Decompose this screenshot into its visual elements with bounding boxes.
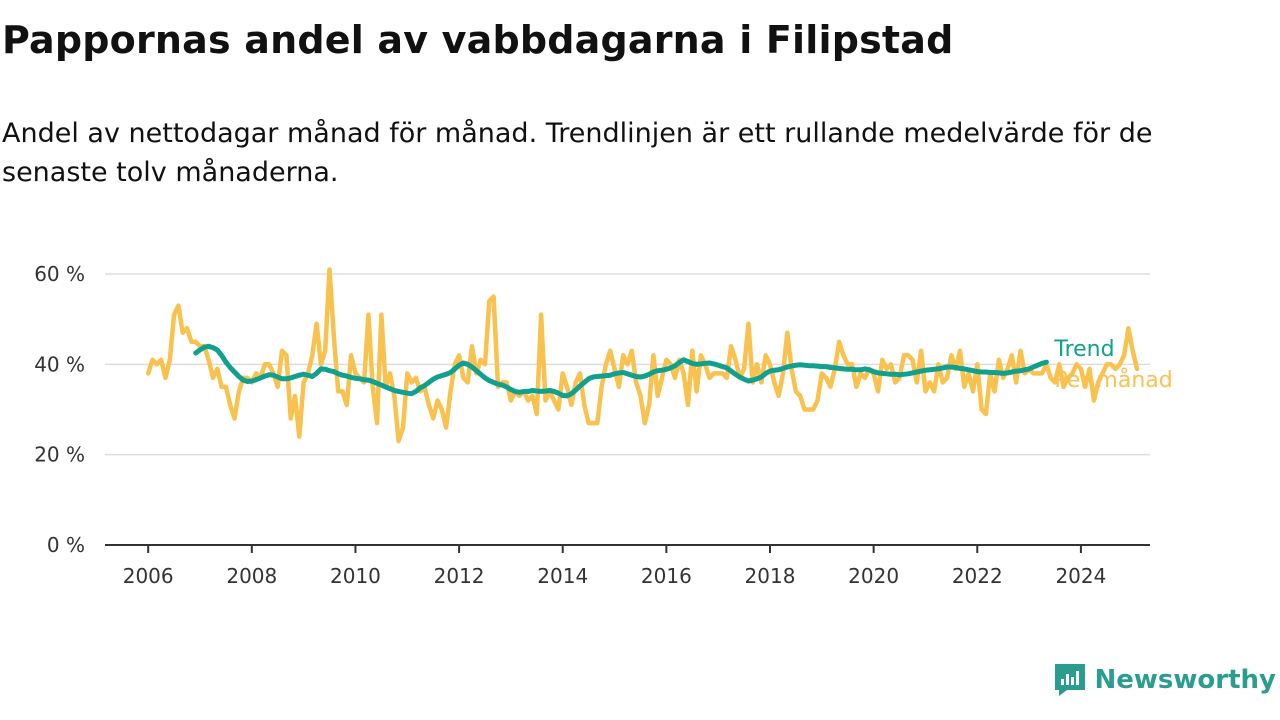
x-tick-label: 2016 — [641, 564, 692, 588]
x-tick-label: 2020 — [848, 564, 899, 588]
newsworthy-logo-icon — [1054, 664, 1085, 696]
y-tick-label: 20 % — [34, 443, 85, 467]
x-tick-label: 2022 — [952, 564, 1003, 588]
chart-title: Pappornas andel av vabbdagarna i Filipst… — [2, 18, 954, 62]
legend-trend: Trend — [1053, 337, 1114, 362]
x-tick-label: 2006 — [123, 564, 174, 588]
x-tick-label: 2018 — [745, 564, 796, 588]
x-tick-label: 2024 — [1055, 564, 1106, 588]
series-trend-line — [193, 343, 1049, 399]
brand-name: Newsworthy — [1094, 665, 1276, 695]
y-tick-label: 60 % — [34, 262, 85, 286]
x-tick-label: 2012 — [434, 564, 485, 588]
x-tick-label: 2010 — [330, 564, 381, 588]
brand-logo: Newsworthy — [1053, 662, 1276, 698]
y-tick-label: 40 % — [34, 352, 85, 376]
chart-subtitle: Andel av nettodagar månad för månad. Tre… — [2, 118, 1153, 188]
series-per-manad-line — [145, 267, 1140, 444]
legend-per-manad: Per månad — [1054, 367, 1172, 393]
x-tick-label: 2008 — [226, 564, 277, 588]
y-tick-label: 0 % — [47, 533, 85, 557]
x-tick-label: 2014 — [537, 564, 588, 588]
